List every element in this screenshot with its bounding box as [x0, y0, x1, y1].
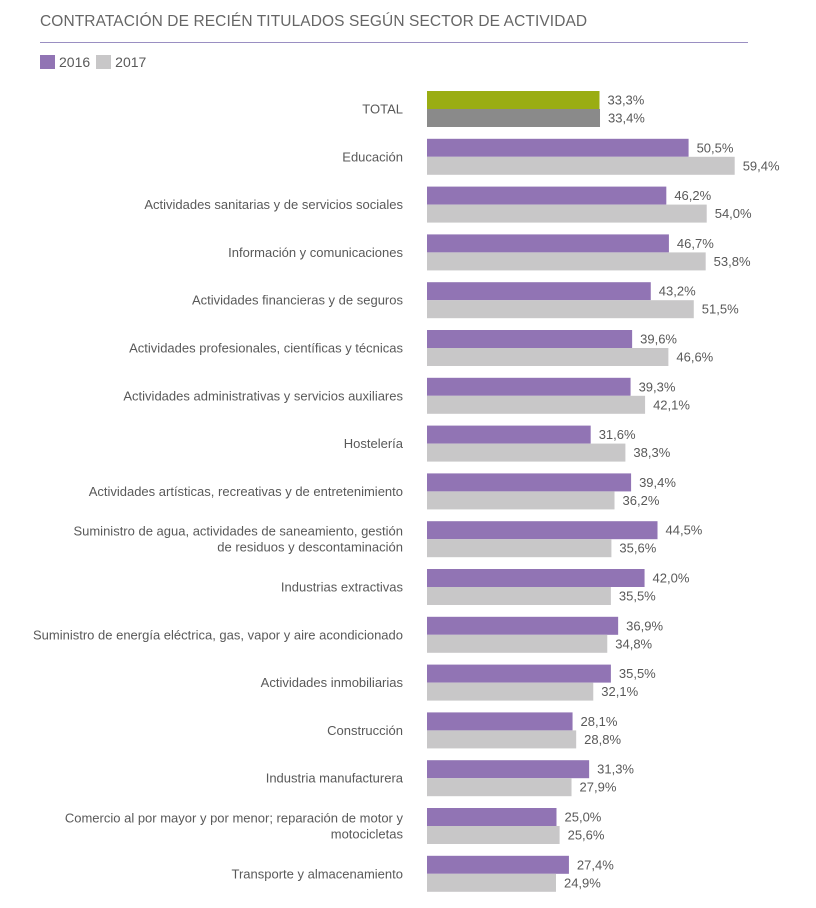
- title-divider: [40, 42, 748, 43]
- data-label-2017: 46,6%: [676, 350, 713, 365]
- data-label-2017: 54,0%: [715, 206, 752, 221]
- bar-2016: [427, 521, 658, 540]
- category-label: Transporte y almacenamiento: [232, 866, 404, 881]
- data-label-2017: 24,9%: [564, 875, 601, 890]
- data-label-2016: 27,4%: [577, 857, 614, 872]
- bar-2016: [427, 282, 651, 301]
- bar-2017: [427, 443, 626, 462]
- bar-2017: [427, 587, 611, 605]
- legend-item-2017: 2017: [96, 54, 146, 70]
- bar-2017: [427, 252, 706, 271]
- data-label-2017: 35,6%: [619, 541, 656, 556]
- legend-label-2017: 2017: [115, 54, 147, 70]
- data-label-2016: 44,5%: [666, 523, 703, 538]
- bar-2016: [427, 330, 633, 348]
- legend-item-2016: 2016: [40, 54, 90, 70]
- legend-swatch-2016: [40, 55, 55, 69]
- category-label: Industrias extractivas: [281, 580, 404, 595]
- bar-2016: [427, 234, 669, 253]
- category-label: de residuos y descontaminación: [217, 540, 403, 555]
- bar-2016: [427, 808, 557, 826]
- data-label-2016: 50,5%: [697, 140, 734, 155]
- category-label: Construcción: [327, 723, 403, 738]
- bar-2016: [427, 473, 632, 492]
- bar-2017: [427, 682, 594, 701]
- bar-2016: [427, 760, 590, 779]
- bar-2016: [427, 855, 569, 874]
- data-label-2016: 46,7%: [677, 236, 714, 251]
- chart-title: CONTRATACIÓN DE RECIÉN TITULADOS SEGÚN S…: [40, 13, 588, 30]
- bar-2017: [427, 156, 735, 175]
- bar-2017: [427, 730, 577, 749]
- data-label-2016: 39,6%: [640, 332, 677, 347]
- bar-2016: [427, 616, 619, 635]
- category-label: motocicletas: [331, 827, 404, 842]
- bar-2016: [427, 186, 667, 205]
- legend-swatch-2017: [96, 55, 112, 69]
- data-label-2017: 27,9%: [580, 780, 617, 795]
- bar-2016: [427, 138, 689, 157]
- data-label-2017: 38,3%: [633, 445, 670, 460]
- bar-2016: [427, 425, 591, 444]
- bar-2017: [427, 204, 707, 223]
- category-label: TOTAL: [362, 102, 403, 117]
- data-label-2017: 53,8%: [714, 254, 751, 269]
- category-label: Actividades financieras y de seguros: [192, 293, 404, 308]
- data-label-2016: 39,4%: [639, 475, 676, 490]
- category-label: Actividades profesionales, científicas y…: [129, 341, 403, 356]
- data-label-2017: 35,5%: [619, 589, 656, 604]
- data-label-2016: 25,0%: [565, 810, 602, 825]
- data-label-2017: 33,4%: [608, 111, 645, 126]
- bar-2017: [427, 826, 560, 844]
- bar-2017: [427, 539, 612, 558]
- data-label-2016: 46,2%: [674, 188, 711, 203]
- legend: 2016 2017: [40, 54, 152, 70]
- category-label: Suministro de energía eléctrica, gas, va…: [33, 627, 403, 642]
- data-label-2017: 59,4%: [743, 158, 780, 173]
- bar-2016: [427, 712, 573, 731]
- legend-label-2016: 2016: [59, 54, 91, 70]
- bar-2017: [427, 348, 669, 366]
- category-label: Comercio al por mayor y por menor; repar…: [65, 811, 404, 826]
- data-label-2016: 43,2%: [659, 284, 696, 299]
- bar-2017: [427, 491, 615, 510]
- data-label-2017: 51,5%: [702, 302, 739, 317]
- data-label-2016: 35,5%: [619, 666, 656, 681]
- bar-2016: [427, 377, 631, 396]
- category-label: Actividades inmobiliarias: [261, 675, 404, 690]
- data-label-2016: 36,9%: [626, 618, 663, 633]
- data-label-2016: 39,3%: [639, 379, 676, 394]
- bar-2017: [427, 300, 694, 319]
- data-label-2017: 25,6%: [568, 828, 605, 843]
- data-label-2016: 33,3%: [607, 93, 644, 108]
- category-label: Actividades artísticas, recreativas y de…: [89, 484, 403, 499]
- bar-2016: [427, 664, 611, 683]
- data-label-2017: 36,2%: [623, 493, 660, 508]
- bar-2017: [427, 395, 646, 414]
- bar-2016: [427, 569, 645, 587]
- bar-2016: [427, 91, 600, 109]
- category-label: Actividades sanitarias y de servicios so…: [144, 197, 403, 212]
- data-label-2016: 31,3%: [597, 762, 634, 777]
- category-label: Información y comunicaciones: [228, 245, 403, 260]
- data-label-2017: 28,8%: [584, 732, 621, 747]
- data-label-2017: 42,1%: [653, 397, 690, 412]
- data-label-2016: 28,1%: [581, 714, 618, 729]
- category-label: Hostelería: [344, 436, 404, 451]
- category-label: Industria manufacturera: [266, 771, 404, 786]
- category-label: Suministro de agua, actividades de sanea…: [73, 524, 403, 539]
- data-label-2016: 42,0%: [653, 571, 690, 586]
- data-label-2017: 32,1%: [601, 684, 638, 699]
- bar-2017: [427, 109, 601, 127]
- bar-2017: [427, 778, 572, 797]
- bar-2017: [427, 873, 556, 892]
- bar-2017: [427, 634, 608, 653]
- category-label: Educación: [342, 149, 403, 164]
- data-label-2017: 34,8%: [615, 636, 652, 651]
- data-label-2016: 31,6%: [599, 427, 636, 442]
- category-label: Actividades administrativas y servicios …: [123, 388, 403, 403]
